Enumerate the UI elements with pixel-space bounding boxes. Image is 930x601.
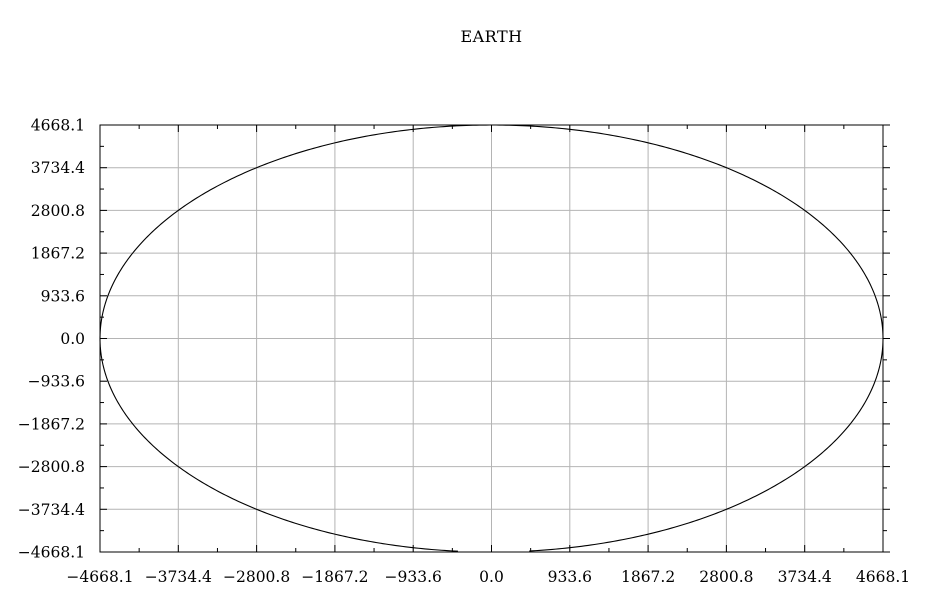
- x-tick-label: −3734.4: [145, 568, 212, 586]
- y-tick-label: −2800.8: [18, 458, 85, 476]
- x-tick-label: 1867.2: [621, 568, 675, 586]
- y-tick-label: 1867.2: [31, 245, 85, 263]
- y-tick-label: −1867.2: [18, 415, 85, 433]
- y-tick-labels: −4668.1 −3734.4 −2800.8 −1867.2 −933.6 0.0 933…: [18, 117, 85, 562]
- x-tick-label: −2800.8: [223, 568, 290, 586]
- tick-marks: [99, 124, 890, 553]
- x-tick-label: 0.0: [479, 568, 504, 586]
- x-tick-labels: −4668.1 −3734.4 −2800.8 −1867.2 −933.6 0.0 933…: [66, 568, 910, 586]
- y-tick-label: −4668.1: [18, 544, 85, 562]
- y-tick-label: 2800.8: [31, 202, 85, 220]
- x-tick-label: −1867.2: [301, 568, 368, 586]
- x-tick-label: 2800.8: [699, 568, 753, 586]
- y-tick-label: −3734.4: [18, 501, 85, 519]
- y-tick-label: −933.6: [28, 373, 85, 391]
- x-tick-label: −933.6: [385, 568, 442, 586]
- x-tick-label: −4668.1: [66, 568, 133, 586]
- grid-lines: [100, 125, 883, 552]
- chart-title: EARTH: [460, 27, 522, 46]
- y-tick-label: 3734.4: [31, 159, 85, 177]
- x-tick-label: 933.6: [548, 568, 592, 586]
- y-tick-label: 0.0: [60, 330, 85, 348]
- x-tick-label: 4668.1: [856, 568, 910, 586]
- y-tick-label: 4668.1: [31, 117, 85, 135]
- x-tick-label: 3734.4: [778, 568, 832, 586]
- y-tick-label: 933.6: [41, 287, 85, 305]
